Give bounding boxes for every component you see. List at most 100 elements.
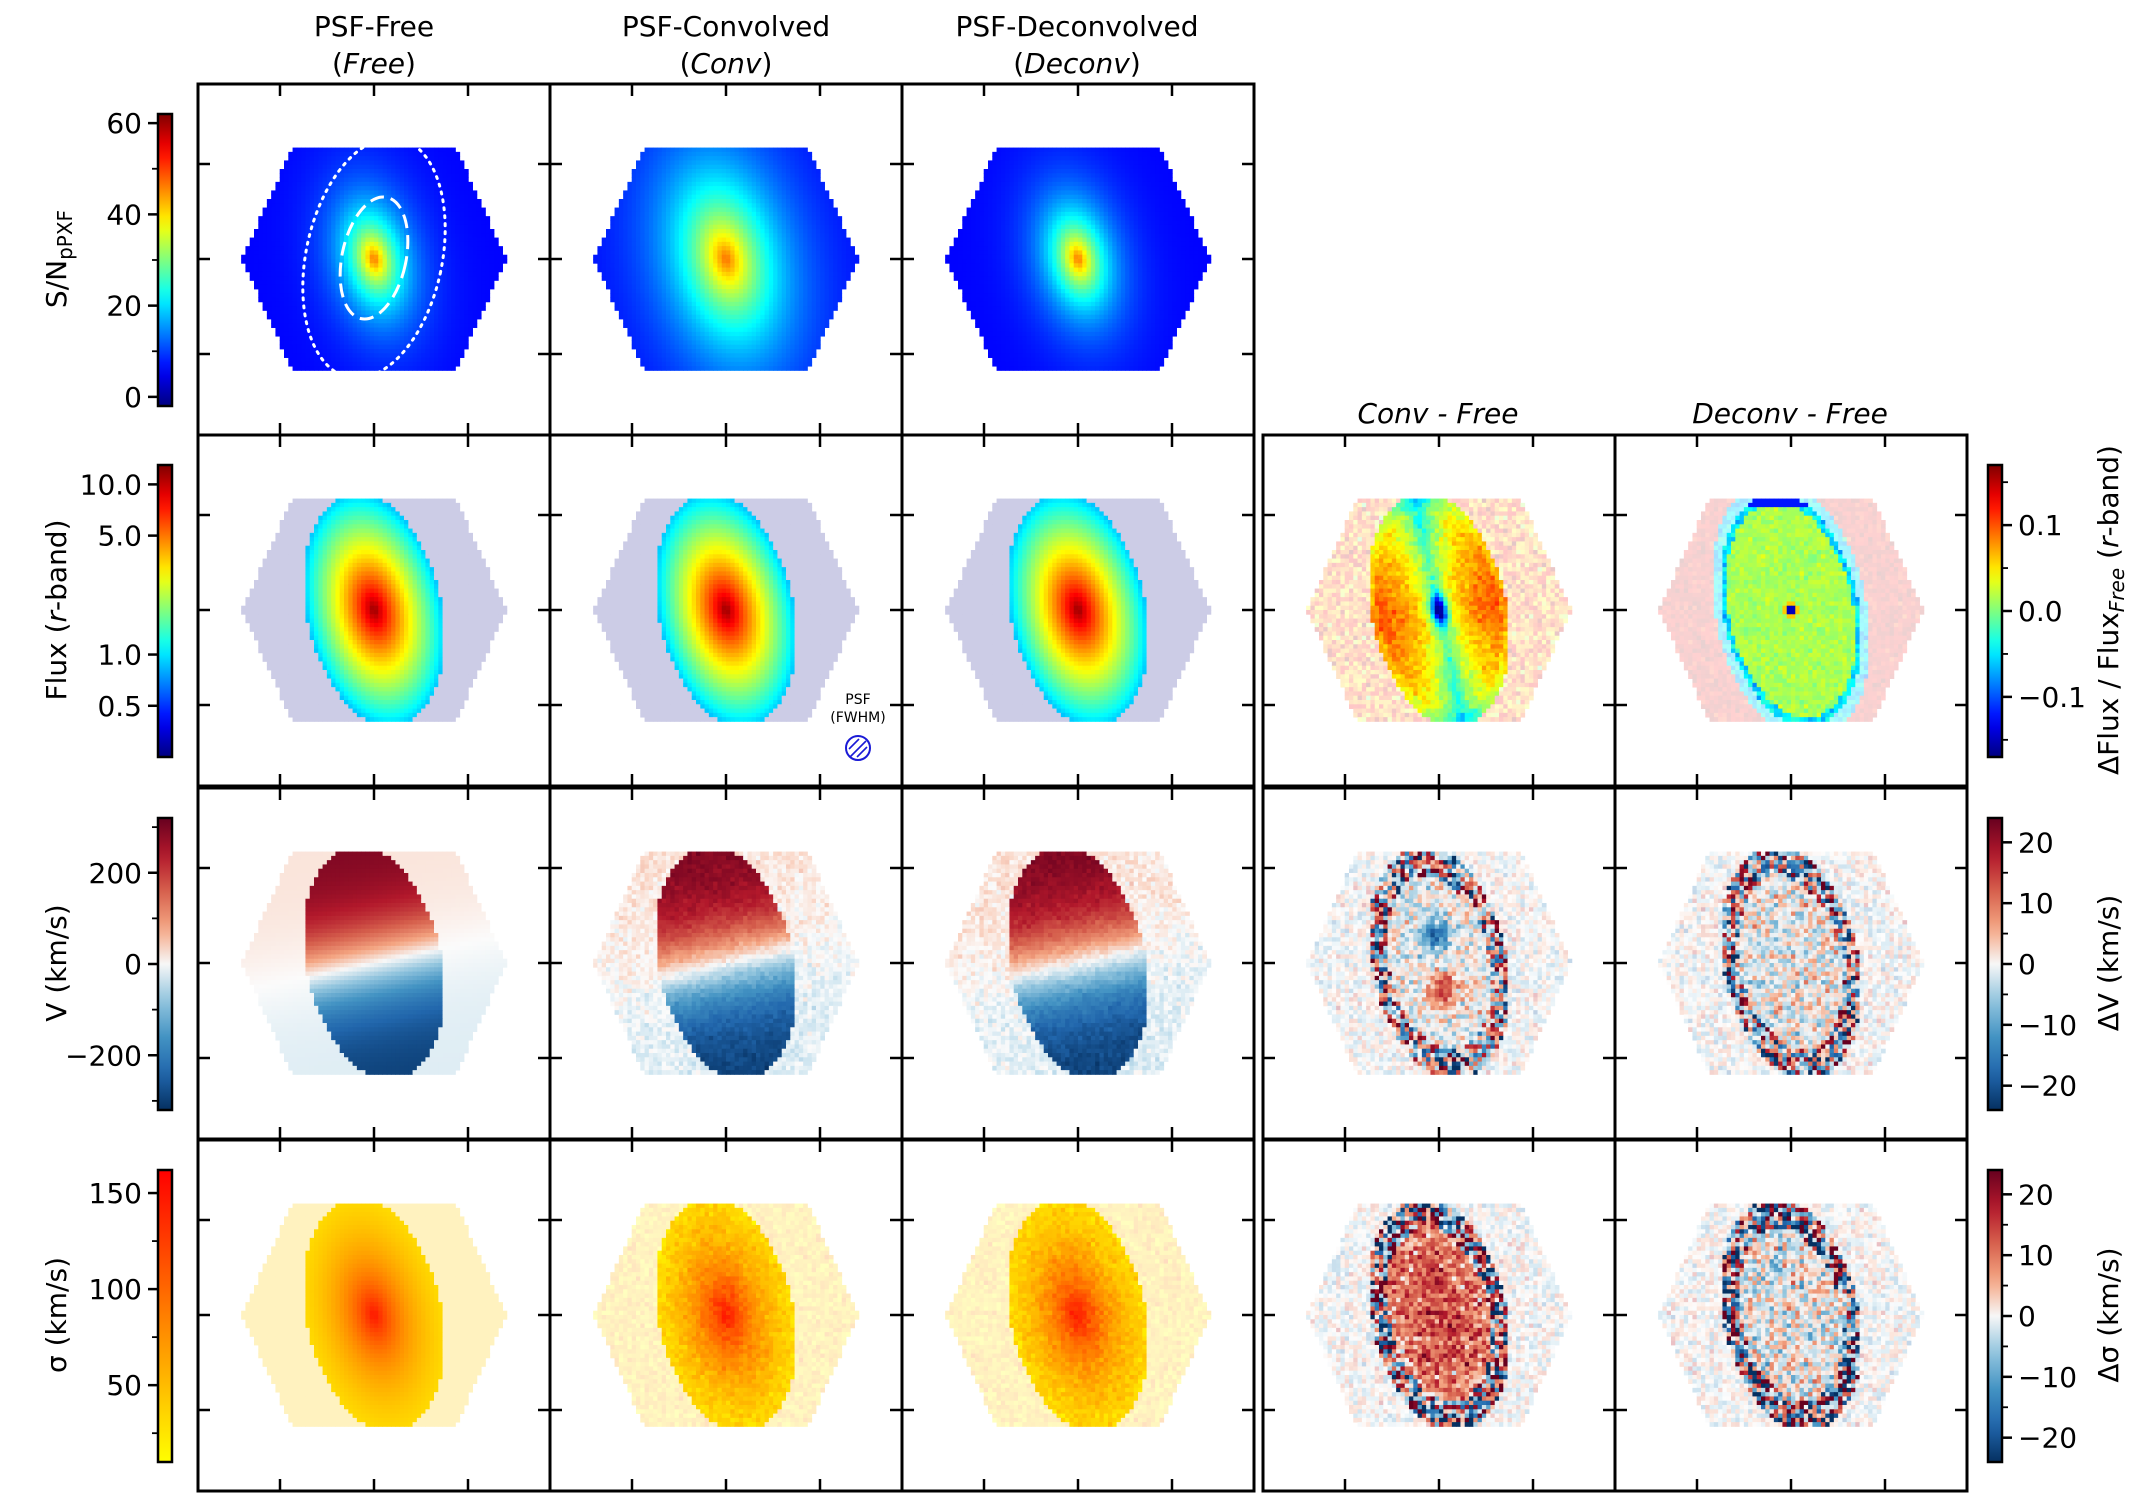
map-pixel [280,220,285,225]
map-pixel [340,220,345,225]
map-pixel [335,190,340,195]
map-pixel [378,199,383,204]
map-pixel [340,199,345,204]
map-pixel [447,208,452,213]
map-pixel [473,225,478,230]
map-pixel [460,160,465,165]
map-pixel [301,208,306,213]
map-pixel [477,208,482,213]
map-pixel [400,156,405,161]
map-pixel [314,186,319,191]
map-pixel [481,208,486,213]
map-pixel [293,190,298,195]
map-pixel [477,229,482,234]
map-pixel [271,203,276,208]
map-pixel [374,165,379,170]
map-pixel [451,212,456,217]
map-pixel [280,203,285,208]
map-pixel [297,220,302,225]
map-pixel [344,212,349,217]
map-pixel [468,216,473,221]
map-pixel [365,225,370,230]
map-pixel [284,160,289,165]
map-pixel [305,148,310,153]
map-pixel [408,182,413,187]
map-pixel [314,152,319,157]
map-pixel [434,225,439,230]
map-pixel [460,220,465,225]
map-pixel [335,229,340,234]
map-pixel [258,220,263,225]
map-pixel [421,199,426,204]
map-pixel [455,165,460,170]
map-pixel [400,225,405,230]
map-pixel [447,229,452,234]
map-pixel [387,225,392,230]
map-pixel [297,203,302,208]
map-pixel [318,225,323,230]
map-pixel [280,186,285,191]
map-pixel [263,212,268,217]
map-pixel [395,195,400,200]
map-pixel [323,212,328,217]
map-pixel [383,152,388,157]
map-pixel [365,165,370,170]
map-pixel [344,173,349,178]
map-pixel [263,208,268,213]
map-pixel [421,203,426,208]
map-pixel [284,178,289,183]
map-pixel [464,216,469,221]
map-pixel [383,216,388,221]
map-pixel [348,182,353,187]
map-pixel [288,225,293,230]
map-pixel [335,152,340,157]
map-pixel [391,208,396,213]
map-pixel [288,208,293,213]
map-pixel [404,199,409,204]
map-pixel [378,169,383,174]
map-pixel [430,208,435,213]
map-pixel [348,216,353,221]
map-pixel [365,173,370,178]
map-pixel [348,186,353,191]
map-pixel [395,173,400,178]
map-pixel [400,182,405,187]
map-pixel [438,148,443,153]
map-pixel [417,199,422,204]
map-pixel [408,225,413,230]
map-pixel [395,148,400,153]
map-pixel [447,190,452,195]
map-pixel [383,208,388,213]
map-pixel [280,225,285,230]
map-pixel [455,203,460,208]
map-pixel [293,173,298,178]
map-pixel [374,186,379,191]
map-pixel [443,156,448,161]
map-pixel [485,229,490,234]
map-pixel [460,229,465,234]
map-pixel [288,156,293,161]
map-pixel [361,186,366,191]
map-pixel [297,195,302,200]
map-pixel [438,156,443,161]
map-pixel [344,182,349,187]
map-pixel [323,178,328,183]
map-pixel [451,229,456,234]
map-pixel [263,220,268,225]
map-pixel [383,225,388,230]
map-pixel [438,229,443,234]
map-pixel [451,169,456,174]
map-pixel [288,220,293,225]
map-pixel [468,182,473,187]
map-pixel [331,186,336,191]
map-pixel [378,190,383,195]
map-pixel [383,169,388,174]
map-pixel [404,160,409,165]
map-pixel [378,216,383,221]
map-pixel [310,169,315,174]
map-pixel [383,178,388,183]
map-pixel [323,152,328,157]
map-pixel [387,160,392,165]
map-pixel [327,195,332,200]
map-pixel [417,220,422,225]
